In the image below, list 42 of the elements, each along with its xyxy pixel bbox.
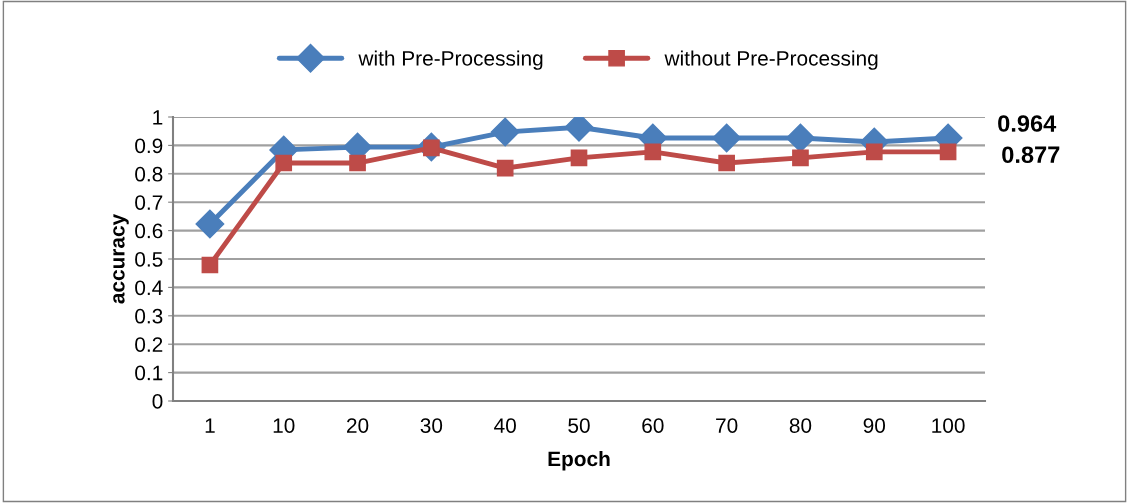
point — [496, 159, 514, 177]
point — [349, 154, 366, 172]
x-tick-label: 100 — [932, 418, 965, 433]
text: 0.964 — [998, 115, 1057, 132]
point — [712, 123, 742, 153]
x-tick-label: 30 — [420, 418, 443, 433]
point — [718, 154, 735, 172]
y-tick-label: 0.7 — [135, 195, 163, 210]
point — [786, 123, 815, 153]
y-tick-label: 0.5 — [135, 252, 163, 267]
x-axis-title: Epoch — [548, 450, 610, 471]
point — [644, 143, 662, 161]
y-tick-label: 0 — [152, 394, 163, 409]
y-tick-label: 0.8 — [135, 166, 163, 182]
x-tick-label: 90 — [863, 418, 886, 433]
y-tick-label: 0.9 — [135, 138, 163, 154]
y-tick-label: 0.6 — [135, 223, 163, 239]
legend-label: without Pre-Processing — [664, 50, 878, 70]
text: 0.877 — [1002, 146, 1060, 164]
x-tick-label: 20 — [347, 418, 369, 433]
point — [195, 209, 225, 239]
x-tick-label: 70 — [716, 418, 738, 433]
point — [201, 256, 219, 274]
y-tick-label: 1 — [153, 110, 163, 125]
x-tick-label: 60 — [642, 418, 664, 433]
x-tick-label: 50 — [568, 418, 590, 433]
point — [275, 154, 293, 172]
point — [939, 143, 957, 161]
x-tick-label: 1 — [205, 418, 215, 433]
y-tick-label: 0.3 — [135, 308, 163, 324]
x-tick-label: 10 — [273, 418, 295, 433]
point — [865, 143, 883, 161]
x-tick-label: 40 — [494, 418, 516, 433]
point — [792, 149, 809, 167]
point — [570, 149, 588, 167]
x-tick-label: 80 — [789, 418, 812, 433]
y-tick-label: 0.4 — [135, 280, 163, 296]
legend-label: with Pre-Processing — [358, 50, 543, 70]
y-axis-title: accuracy — [113, 213, 129, 304]
point — [490, 117, 520, 147]
y-tick-label: 0.1 — [135, 365, 163, 381]
y-tick-label: 0.2 — [135, 337, 163, 352]
